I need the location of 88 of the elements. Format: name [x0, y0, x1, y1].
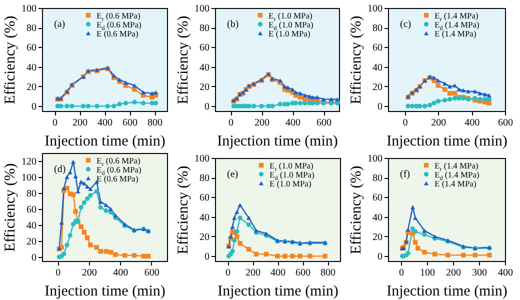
x-axis-title: Injection time (min): [218, 284, 338, 300]
x-tick-label: 600: [122, 118, 138, 128]
y-tick-label: 60: [372, 192, 382, 204]
y-tick-label: 100: [194, 154, 210, 164]
y-axis-title: Efficiency (%): [2, 163, 18, 252]
y-tick-label: 20: [372, 232, 382, 243]
x-tick-label: 0: [52, 118, 58, 128]
x-tick-label: 200: [82, 268, 97, 278]
annotation: (f): [400, 169, 410, 180]
y-axis-title: Efficiency (%): [176, 16, 192, 104]
x-tick-label: 0: [228, 118, 234, 128]
annotation: (d): [54, 164, 66, 175]
y-tick-label: 80: [372, 23, 382, 34]
x-tick-label: 200: [446, 268, 461, 278]
x-tick-label: 200: [431, 118, 446, 128]
y-tick-label: 100: [368, 154, 382, 164]
x-axis-title: Injection time (min): [217, 134, 338, 150]
y-tick-label: 100: [368, 4, 382, 14]
x-tick-label: 200: [72, 118, 88, 128]
x-axis-title: Injection time (min): [386, 134, 508, 150]
y-tick-label: 40: [26, 220, 36, 232]
x-tick-label: 0: [399, 268, 404, 278]
x-tick-label: 100: [420, 268, 435, 278]
y-tick-label: 100: [194, 4, 210, 14]
y-tick-label: 100: [22, 172, 36, 184]
y-tick-label: 60: [200, 42, 210, 54]
x-axis-title: Injection time (min): [386, 284, 508, 300]
y-tick-label: 80: [200, 23, 210, 34]
x-tick-label: 0: [56, 268, 61, 278]
x-tick-label: 400: [270, 268, 286, 278]
y-tick-label: 40: [200, 62, 210, 74]
x-tick-label: 600: [296, 268, 310, 278]
legend-label: E$_{r}$ (0.6 MPa): [96, 10, 141, 23]
y-tick-label: 40: [372, 212, 382, 224]
y-tick-label: 80: [26, 23, 36, 34]
x-axis-title: Injection time (min): [44, 284, 166, 300]
y-tick-label: 20: [26, 236, 36, 248]
y-tick-label: 0: [204, 252, 210, 263]
x-tick-label: 0: [226, 268, 230, 278]
y-tick-label: 40: [26, 62, 36, 74]
x-tick-label: 600: [144, 268, 160, 278]
x-axis-title: Injection time (min): [44, 134, 166, 150]
y-tick-label: 60: [372, 42, 382, 54]
y-tick-label: 60: [26, 204, 36, 216]
y-tick-label: 80: [26, 188, 36, 200]
x-tick-label: 300: [472, 268, 487, 278]
x-tick-label: 400: [286, 118, 300, 128]
x-tick-label: 0: [402, 118, 408, 128]
y-tick-label: 40: [200, 212, 210, 224]
y-tick-label: 0: [32, 252, 36, 264]
x-tick-label: 200: [254, 118, 270, 128]
legend-label: E$_{r}$ (1.0 MPa): [268, 10, 313, 23]
y-tick-label: 20: [200, 82, 210, 93]
legend-label: E$_{r}$ (1.4 MPa): [434, 160, 479, 173]
y-tick-label: 20: [372, 82, 382, 93]
x-tick-label: 200: [246, 268, 260, 278]
legend-label: E$_{r}$ (1.4 MPa): [434, 10, 479, 23]
y-tick-label: 60: [200, 192, 210, 204]
x-tick-label: 600: [498, 118, 513, 128]
y-axis-title: Efficiency (%): [348, 16, 364, 104]
x-tick-label: 400: [464, 118, 480, 128]
y-tick-label: 40: [372, 62, 382, 74]
y-tick-label: 0: [378, 102, 382, 113]
y-tick-label: 120: [22, 156, 36, 168]
x-tick-label: 800: [320, 268, 336, 278]
y-tick-label: 80: [200, 173, 210, 184]
y-tick-label: 80: [372, 173, 382, 184]
x-tick-label: 400: [98, 118, 112, 128]
y-tick-label: 0: [32, 102, 36, 113]
y-axis-title: Efficiency (%): [348, 166, 364, 254]
x-tick-label: 800: [148, 118, 162, 128]
y-tick-label: 0: [204, 102, 210, 113]
annotation: (e): [227, 169, 238, 180]
annotation: (b): [227, 19, 239, 30]
annotation: (a): [54, 19, 66, 30]
legend-label: E$_{r}$ (1.0 MPa): [270, 160, 314, 173]
x-tick-label: 400: [498, 268, 513, 278]
y-tick-label: 100: [22, 4, 36, 14]
legend-label: E$_{r}$ (0.6 MPa): [96, 155, 141, 168]
annotation: (c): [400, 19, 412, 30]
y-tick-label: 0: [378, 252, 382, 263]
x-tick-label: 600: [316, 118, 332, 128]
y-tick-label: 20: [26, 82, 36, 93]
y-axis-title: Efficiency (%): [2, 16, 18, 104]
y-tick-label: 20: [200, 232, 210, 243]
y-axis-title: Efficiency (%): [176, 166, 192, 254]
y-tick-label: 60: [26, 42, 36, 54]
x-tick-label: 400: [113, 268, 128, 278]
